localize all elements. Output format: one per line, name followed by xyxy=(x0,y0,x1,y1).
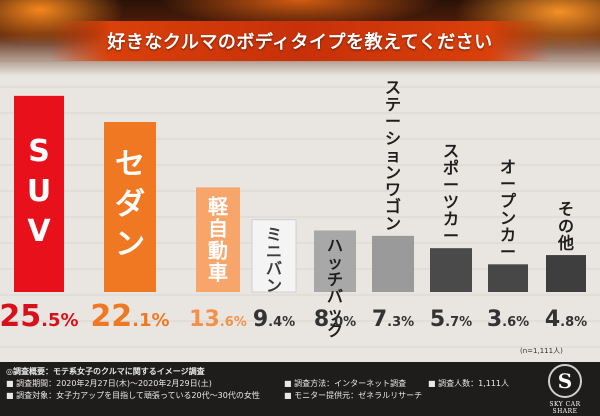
survey-period: ■ 調査期間：2020年2月27日(木)～2020年2月29日(土) xyxy=(6,379,212,388)
category-label-2: セダン xyxy=(115,147,145,262)
bar-7 xyxy=(430,248,472,292)
value-label-9: 4.8% xyxy=(545,307,587,332)
bar-2 xyxy=(104,122,156,292)
value-label-8: 3.6% xyxy=(487,307,529,332)
survey-footer: ◎調査概要：モテ系女子のクルマに関するイメージ調査 ■ 調査期間：2020年2月… xyxy=(0,362,600,416)
bar-5 xyxy=(314,230,356,292)
bar-6 xyxy=(372,235,414,292)
category-label-7: スポーツカー xyxy=(443,142,459,246)
survey-method: ■ 調査方法：インターネット調査 xyxy=(284,379,407,388)
bar-3 xyxy=(196,187,240,292)
category-label-4: ミニバン xyxy=(266,225,282,295)
category-label-5: ハッチバック xyxy=(327,236,343,340)
logo-mark: S xyxy=(548,364,582,398)
sky-car-share-logo: S SKY CAR SHARE xyxy=(536,364,594,415)
bar-4 xyxy=(251,219,297,293)
category-label-8: オープンカー xyxy=(500,158,517,262)
value-label-7: 5.7% xyxy=(430,307,472,332)
bar-9 xyxy=(546,255,586,292)
value-label-2: 22.1% xyxy=(90,299,169,334)
category-label-3: 軽自動車 xyxy=(208,195,229,285)
value-label-3: 13.6% xyxy=(189,307,247,332)
value-label-5: 8.0% xyxy=(314,307,356,332)
monitor-provider: ■ モニター提供元：ゼネラルリサーチ xyxy=(284,391,423,400)
sample-size-note: (n=1,111人) xyxy=(520,347,563,355)
title-band: 好きなクルマのボディタイプを教えてください xyxy=(50,21,550,61)
value-label-1: 25.5% xyxy=(0,299,79,334)
bar-1 xyxy=(14,95,64,292)
value-label-4: 9.4% xyxy=(253,307,295,332)
bar-8 xyxy=(488,264,528,292)
category-label-6: ステーションワゴン xyxy=(385,78,401,233)
wood-background xyxy=(0,60,600,360)
chart-title: 好きなクルマのボディタイプを教えてください xyxy=(107,32,493,53)
category-label-9: その他 xyxy=(557,199,574,252)
survey-summary: ◎調査概要：モテ系女子のクルマに関するイメージ調査 xyxy=(6,367,205,376)
logo-brand: SKY CAR SHARE xyxy=(549,401,581,415)
survey-target: ■ 調査対象：女子力アップを目指して頑張っている20代～30代の女性 xyxy=(6,391,260,400)
survey-count: ■ 調査人数：1,111人 xyxy=(428,379,510,388)
value-label-6: 7.3% xyxy=(372,307,414,332)
